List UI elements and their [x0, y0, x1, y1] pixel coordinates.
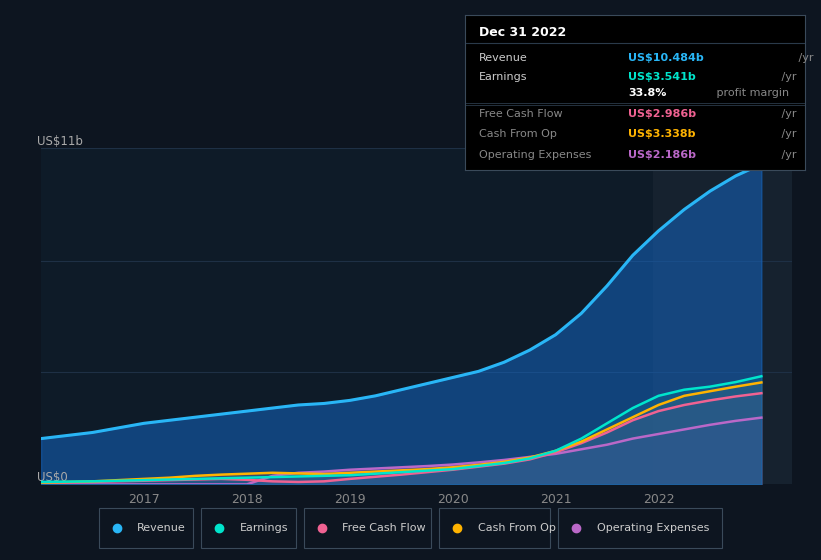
Text: /yr: /yr	[795, 53, 814, 63]
Text: US$3.541b: US$3.541b	[628, 72, 696, 82]
Text: Dec 31 2022: Dec 31 2022	[479, 26, 566, 39]
Text: /yr: /yr	[778, 129, 797, 139]
Text: US$3.338b: US$3.338b	[628, 129, 695, 139]
Text: Earnings: Earnings	[479, 72, 527, 82]
Text: US$2.186b: US$2.186b	[628, 150, 696, 160]
Text: US$11b: US$11b	[37, 136, 83, 148]
Text: US$2.986b: US$2.986b	[628, 109, 696, 119]
Text: US$0: US$0	[37, 472, 68, 484]
Text: 33.8%: 33.8%	[628, 87, 667, 97]
Text: Operating Expenses: Operating Expenses	[597, 523, 709, 533]
Text: profit margin: profit margin	[713, 87, 789, 97]
Text: /yr: /yr	[778, 109, 797, 119]
Text: Revenue: Revenue	[137, 523, 186, 533]
Text: Cash From Op: Cash From Op	[479, 129, 557, 139]
Text: /yr: /yr	[778, 150, 797, 160]
Bar	[654, 148, 792, 484]
Text: Free Cash Flow: Free Cash Flow	[479, 109, 562, 119]
Text: Revenue: Revenue	[479, 53, 527, 63]
Text: Operating Expenses: Operating Expenses	[479, 150, 591, 160]
Text: Cash From Op: Cash From Op	[478, 523, 556, 533]
Text: /yr: /yr	[778, 72, 797, 82]
Text: Free Cash Flow: Free Cash Flow	[342, 523, 426, 533]
Text: Earnings: Earnings	[240, 523, 288, 533]
Text: US$10.484b: US$10.484b	[628, 53, 704, 63]
